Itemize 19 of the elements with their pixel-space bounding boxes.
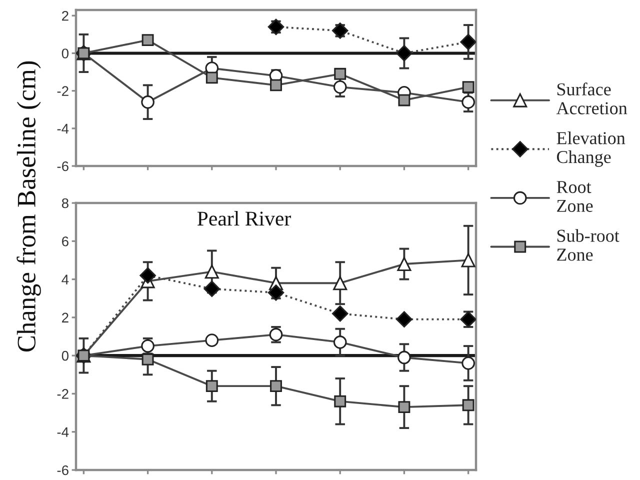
y-tick-label: 4 — [62, 274, 69, 284]
legend-label: Sub-root Zone — [557, 229, 620, 261]
y-tick-label: -4 — [57, 427, 69, 437]
y-tick-label: 8 — [62, 198, 68, 208]
legend-label: Elevation Change — [556, 132, 626, 167]
y-tick-label: -2 — [57, 389, 68, 399]
chart-title: Pearl River — [197, 211, 291, 226]
y-axis-title: Change from Baseline (cm) — [16, 61, 41, 352]
y-tick-label: 0 — [62, 48, 69, 58]
legend-label: Surface Accretion — [556, 82, 628, 114]
legend-label: Root Zone — [556, 181, 593, 212]
y-tick-label: -4 — [57, 124, 69, 134]
y-tick-label: -6 — [57, 465, 68, 476]
y-tick-label: 2 — [62, 10, 68, 21]
y-tick-label: 2 — [62, 312, 68, 322]
y-tick-label: -6 — [57, 161, 68, 172]
y-tick-label: -2 — [57, 86, 68, 96]
y-tick-label: 0 — [62, 350, 69, 361]
y-tick-label: 6 — [62, 236, 68, 246]
